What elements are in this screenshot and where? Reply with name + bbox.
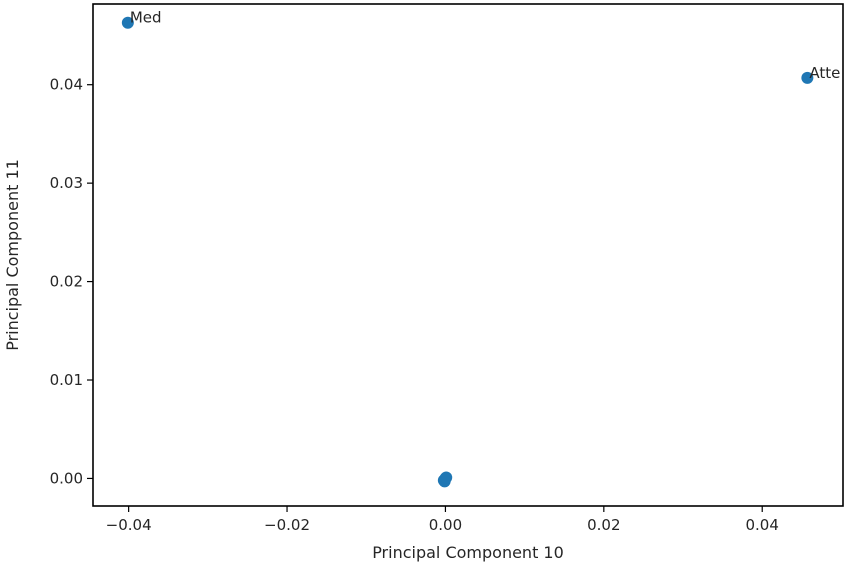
point-label: Atte — [809, 64, 840, 82]
y-axis-label: Principal Component 11 — [3, 159, 22, 351]
y-tick-label: 0.01 — [50, 371, 83, 389]
scatter-point — [440, 471, 453, 484]
plot-frame — [92, 3, 844, 507]
y-tick-label: 0.00 — [50, 469, 83, 487]
x-tick-label: −0.02 — [264, 516, 310, 534]
scatter-point — [121, 16, 134, 29]
point-label: Med — [130, 9, 162, 27]
x-tick-label: 0.04 — [746, 516, 779, 534]
y-tick-label: 0.04 — [50, 76, 83, 94]
scatter-point — [801, 71, 814, 84]
y-tick-label: 0.02 — [50, 273, 83, 291]
x-tick-label: 0.02 — [587, 516, 620, 534]
y-tick-label: 0.03 — [50, 174, 83, 192]
x-tick-label: 0.00 — [429, 516, 462, 534]
x-tick-label: −0.04 — [106, 516, 152, 534]
x-axis-label: Principal Component 10 — [372, 543, 564, 562]
